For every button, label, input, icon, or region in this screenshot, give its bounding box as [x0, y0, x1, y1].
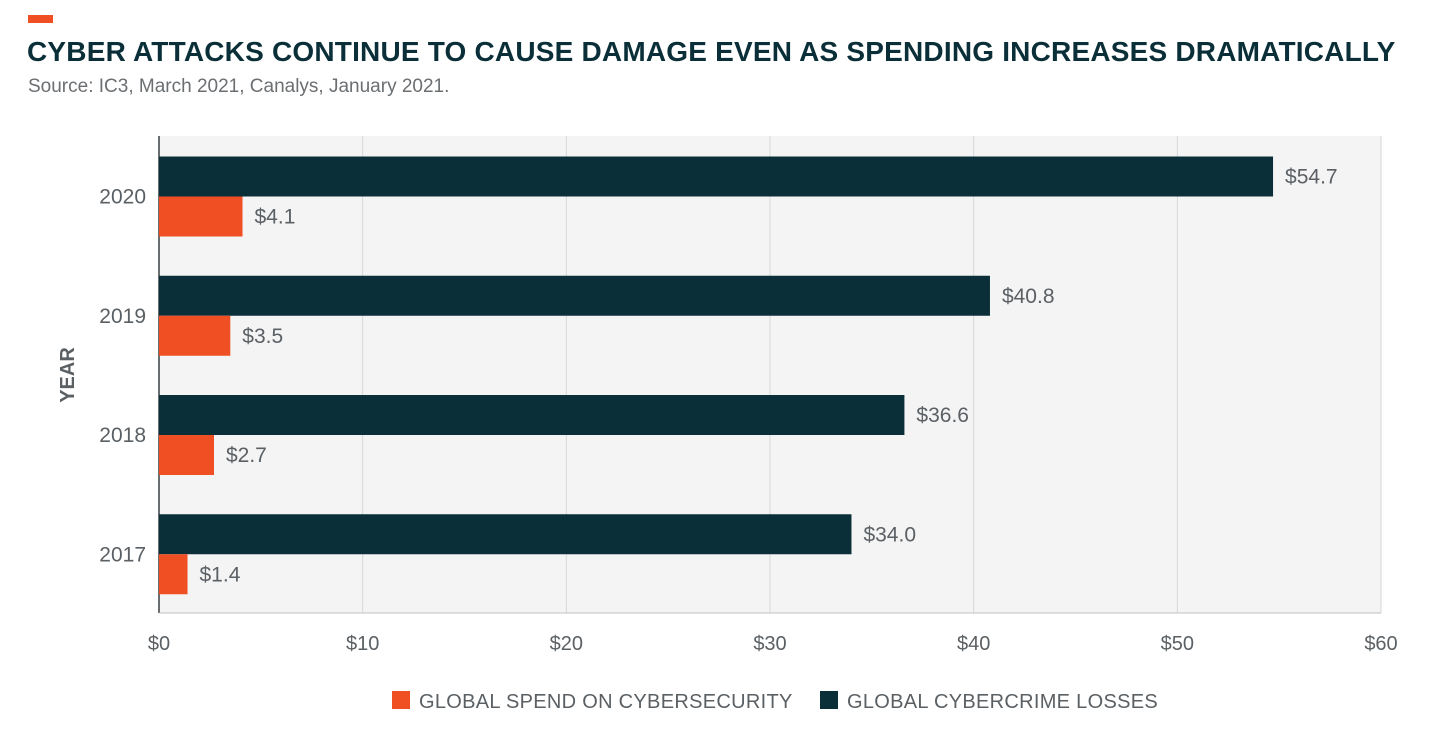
- y-tick-label: 2020: [99, 186, 146, 209]
- data-label-spend: $2.7: [226, 444, 267, 467]
- chart-title: CYBER ATTACKS CONTINUE TO CAUSE DAMAGE E…: [27, 36, 1396, 67]
- bar-cybersecurity-spend: [159, 554, 188, 595]
- data-label-spend: $1.4: [200, 563, 241, 586]
- x-tick-label: $30: [753, 633, 786, 655]
- legend-swatch-losses: [820, 691, 838, 709]
- y-tick-label: 2018: [99, 424, 146, 447]
- bar-cybersecurity-spend: [159, 435, 214, 475]
- data-label-losses: $34.0: [863, 523, 916, 546]
- data-label-losses: $40.8: [1002, 285, 1055, 308]
- x-tick-label: $60: [1364, 633, 1397, 655]
- bar-cybersecurity-spend: [159, 315, 231, 356]
- bar-cybercrime-losses: [159, 275, 990, 316]
- chart-subtitle: Source: IC3, March 2021, Canalys, Januar…: [28, 76, 450, 97]
- x-tick-label: $50: [1161, 633, 1194, 655]
- x-tick-label: $40: [957, 633, 990, 655]
- y-tick-label: 2017: [99, 543, 146, 566]
- bar-cybercrime-losses: [159, 395, 905, 435]
- y-tick-label: 2019: [99, 305, 146, 328]
- x-tick-label: $0: [148, 633, 170, 655]
- legend-label-spend: GLOBAL SPEND ON CYBERSECURITY: [419, 691, 793, 713]
- x-tick-label: $10: [346, 633, 379, 655]
- data-label-spend: $3.5: [242, 325, 283, 348]
- data-label-spend: $4.1: [255, 206, 296, 229]
- bar-cybercrime-losses: [159, 514, 852, 555]
- bar-cybersecurity-spend: [159, 196, 243, 237]
- data-label-losses: $36.6: [916, 404, 969, 427]
- y-axis-label: YEAR: [57, 347, 79, 403]
- accent-bar: [28, 15, 53, 23]
- bar-cybercrime-losses: [159, 156, 1274, 197]
- data-label-losses: $54.7: [1285, 166, 1338, 189]
- legend-swatch-spend: [392, 691, 410, 709]
- legend-label-losses: GLOBAL CYBERCRIME LOSSES: [847, 691, 1158, 713]
- x-tick-label: $20: [550, 633, 583, 655]
